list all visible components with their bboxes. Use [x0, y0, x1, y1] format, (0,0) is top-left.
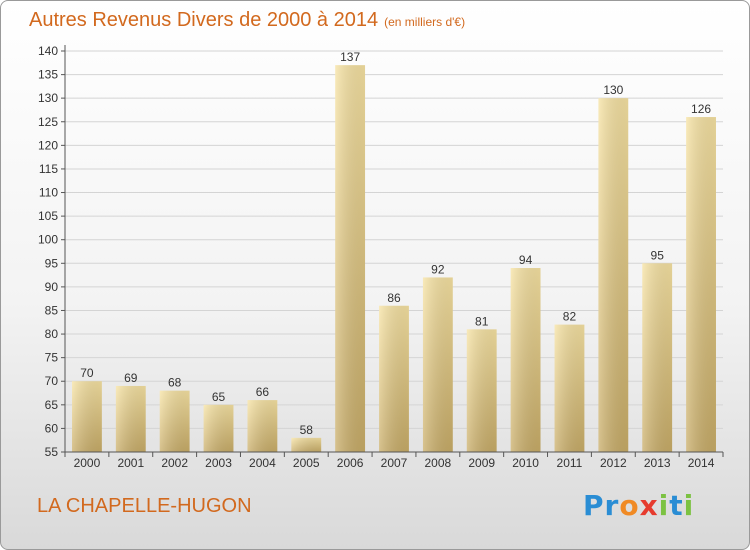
data-label: 68 — [168, 376, 182, 390]
bar-shade — [72, 381, 102, 452]
data-label: 126 — [691, 102, 711, 116]
bar-shade — [686, 117, 716, 452]
proxiti-logo: Proxiti — [583, 489, 694, 522]
bar-shade — [335, 65, 366, 452]
data-label: 65 — [212, 390, 226, 404]
title-unit: (en milliers d'€) — [384, 15, 466, 29]
y-tick-label: 60 — [45, 421, 59, 435]
y-tick-label: 135 — [38, 68, 58, 82]
bar-shade — [510, 268, 541, 452]
y-tick-label: 90 — [45, 280, 59, 294]
data-label: 70 — [80, 366, 94, 380]
x-tick-label: 2007 — [381, 456, 408, 470]
x-tick-label: 2008 — [425, 456, 452, 470]
x-tick-label: 2004 — [249, 456, 276, 470]
logo-letter: i — [683, 489, 695, 522]
y-tick-label: 120 — [38, 138, 58, 152]
x-tick-label: 2011 — [557, 456, 583, 470]
data-label: 81 — [475, 314, 489, 328]
bar-shade — [159, 390, 190, 452]
x-tick-label: 2013 — [644, 456, 671, 470]
data-label: 86 — [387, 291, 401, 305]
data-label: 95 — [651, 248, 665, 262]
bar-shade — [203, 404, 234, 452]
y-tick-label: 115 — [39, 162, 58, 176]
bar-shade — [554, 324, 585, 452]
logo-letter: P — [583, 489, 605, 522]
x-tick-label: 2010 — [512, 456, 539, 470]
data-label: 66 — [256, 385, 270, 399]
bar-shade — [466, 329, 497, 452]
chart-title: Autres Revenus Divers de 2000 à 2014 (en … — [29, 9, 465, 32]
logo-letter: i — [658, 489, 670, 522]
y-tick-label: 110 — [39, 186, 58, 200]
y-tick-label: 130 — [38, 91, 58, 105]
x-tick-label: 2005 — [293, 456, 320, 470]
y-tick-label: 100 — [38, 233, 58, 247]
data-label: 137 — [340, 50, 360, 64]
data-label: 94 — [519, 253, 533, 267]
bar-shade — [379, 305, 409, 452]
data-label: 58 — [300, 423, 314, 437]
title-text: Autres Revenus Divers de 2000 à 2014 — [29, 9, 379, 31]
y-tick-label: 105 — [38, 209, 58, 223]
bar-shade — [422, 277, 453, 452]
x-tick-label: 2009 — [468, 456, 495, 470]
y-tick-label: 80 — [45, 327, 59, 341]
y-tick-label: 95 — [45, 256, 59, 270]
data-label: 92 — [431, 262, 445, 276]
y-tick-label: 55 — [45, 445, 59, 459]
x-tick-label: 2000 — [74, 456, 101, 470]
y-tick-label: 85 — [45, 303, 59, 317]
x-tick-label: 2002 — [161, 456, 188, 470]
bar-shade — [291, 437, 322, 452]
x-tick-label: 2001 — [117, 456, 144, 470]
bar-shade — [642, 263, 673, 452]
bar-shade — [247, 400, 278, 452]
bar-shade — [115, 385, 146, 452]
data-label: 69 — [124, 371, 138, 385]
y-tick-label: 75 — [45, 351, 59, 365]
logo-letter: t — [669, 489, 684, 522]
commune-name: LA CHAPELLE-HUGON — [37, 495, 252, 517]
y-tick-label: 70 — [45, 374, 59, 388]
logo-letter: r — [604, 489, 620, 522]
y-tick-label: 125 — [38, 115, 58, 129]
logo-letter: o — [619, 489, 640, 522]
x-tick-label: 2006 — [337, 456, 364, 470]
y-tick-label: 140 — [38, 44, 58, 58]
x-tick-label: 2012 — [600, 456, 627, 470]
x-tick-label: 2014 — [688, 456, 715, 470]
data-label: 130 — [603, 83, 623, 97]
x-tick-label: 2003 — [205, 456, 232, 470]
bar-shade — [598, 98, 629, 453]
data-label: 82 — [563, 310, 577, 324]
logo-letter: x — [639, 489, 659, 522]
y-tick-label: 65 — [45, 398, 59, 412]
